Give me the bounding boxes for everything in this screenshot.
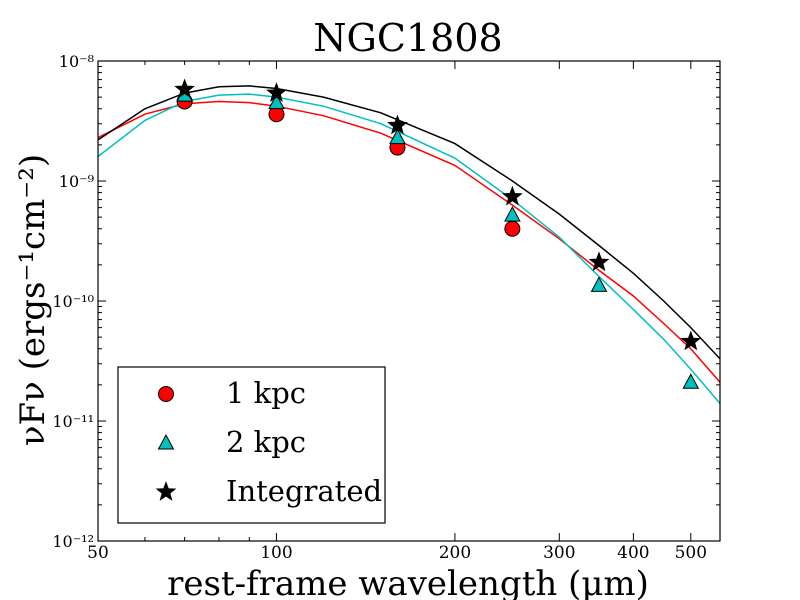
x-tick-label-200: 200 bbox=[439, 543, 471, 563]
point-integrated-350um bbox=[588, 251, 610, 272]
point-integrated-100um bbox=[266, 82, 287, 102]
axis-ticks bbox=[97, 60, 720, 542]
point-2-kpc-350um bbox=[590, 276, 608, 292]
point-2-kpc-100um bbox=[268, 93, 285, 110]
point-integrated-70um bbox=[174, 78, 196, 99]
point-2-kpc-250um bbox=[504, 206, 521, 222]
y-tick-label-4: 10⁻⁸ bbox=[59, 52, 94, 71]
y-tick-label-2: 10⁻¹⁰ bbox=[52, 292, 94, 311]
legend-label-2-kpc: 2 kpc bbox=[226, 425, 306, 459]
legend-label-1-kpc: 1 kpc bbox=[226, 376, 306, 410]
legend-markers bbox=[155, 386, 177, 501]
x-tick-label-400: 400 bbox=[617, 543, 649, 563]
x-axis-label: rest-frame wavelength (μm) bbox=[167, 564, 649, 600]
data-points bbox=[174, 78, 702, 389]
point-2-kpc-500um bbox=[682, 373, 700, 389]
fit-curve-integrated bbox=[98, 85, 720, 360]
x-tick-label-300: 300 bbox=[543, 543, 575, 563]
y-tick-label-3: 10⁻⁹ bbox=[59, 172, 95, 191]
point-integrated-250um bbox=[501, 185, 523, 206]
legend-label-integrated: Integrated bbox=[226, 474, 382, 508]
point-integrated-500um bbox=[680, 330, 702, 351]
point-integrated-160um bbox=[387, 114, 408, 135]
x-tick-label-100: 100 bbox=[260, 543, 292, 563]
x-tick-label-500: 500 bbox=[675, 543, 707, 563]
fit-curve-2-kpc bbox=[98, 93, 720, 404]
chart-title: NGC1808 bbox=[313, 16, 502, 60]
point-2-kpc-160um bbox=[389, 128, 406, 145]
axis-tick-labels: 50 100 200 300 400 500 10⁻¹² 10⁻¹¹ 10⁻¹⁰ 10⁻⁹ 10⁻⁸ bbox=[52, 52, 707, 563]
legend-marker-2-kpc bbox=[157, 433, 175, 450]
y-tick-label-1: 10⁻¹¹ bbox=[52, 412, 94, 431]
y-axis-label: νFν (ergs⁻¹cm⁻²) bbox=[13, 154, 53, 446]
fit-curves bbox=[98, 85, 720, 404]
y-tick-label-0: 10⁻¹² bbox=[52, 532, 94, 551]
x-tick-label-50: 50 bbox=[87, 543, 109, 563]
point-1-kpc-250um bbox=[504, 220, 521, 237]
fit-curve-1-kpc bbox=[98, 100, 720, 383]
legend-marker-integrated bbox=[155, 481, 177, 501]
legend-marker-1-kpc bbox=[158, 386, 174, 402]
legend: 1 kpc 2 kpc Integrated bbox=[117, 366, 386, 524]
